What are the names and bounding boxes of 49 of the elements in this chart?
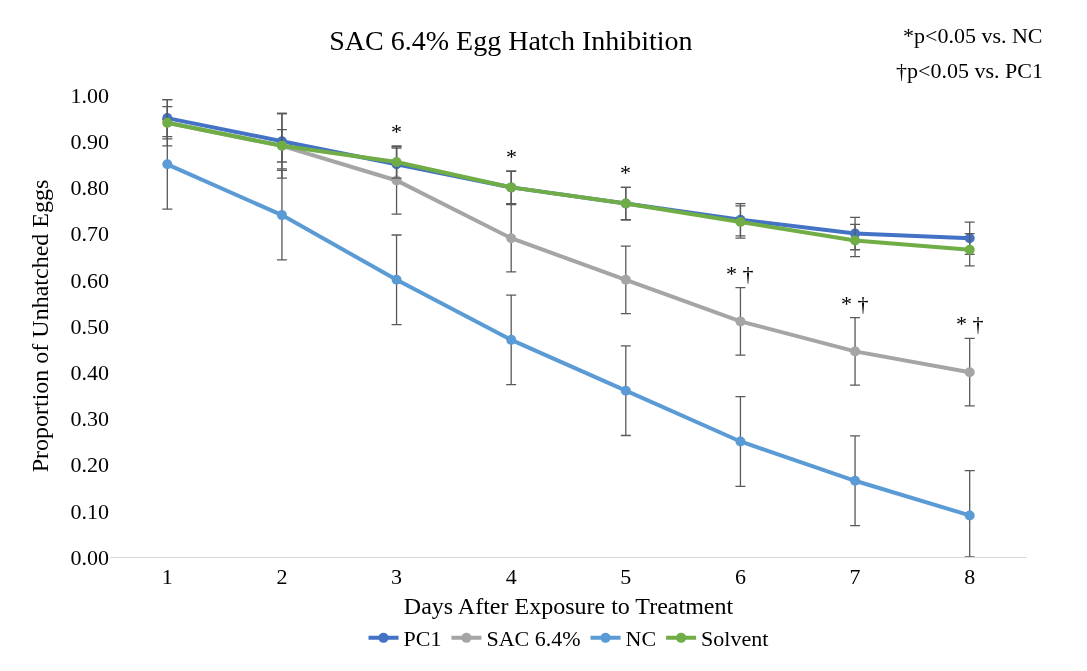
point [506,334,517,345]
y-tick-label: 0.50 [70,313,109,339]
x-tick-label: 6 [734,564,746,590]
y-tick-label: 0.00 [70,544,109,570]
point [276,210,287,221]
point [391,274,402,285]
x-tick-label: 5 [620,564,632,590]
y-tick-label: 0.30 [70,406,109,432]
y-tick-label: 0.40 [70,359,109,385]
annotation: * † [956,311,984,336]
x-tick-label: 8 [964,564,976,590]
point [850,475,861,486]
point [620,274,631,285]
point [964,244,975,255]
point [850,346,861,357]
y-tick-label: 0.20 [70,452,109,478]
y-tick-label: 0.90 [70,128,109,154]
y-axis-title: Proportion of Unhatched Eggs [26,179,53,473]
point [850,235,861,246]
x-tick-label: 1 [161,564,173,590]
point [964,510,975,521]
y-tick-label: 1.00 [70,82,109,108]
text: †p<0.05 vs. PC1 [896,58,1043,83]
y-tick-label: 0.70 [70,221,109,247]
point [964,367,975,378]
annotation: * [391,119,402,144]
legend-label: PC1 [403,626,442,652]
y-tick-label: 0.10 [70,498,109,524]
legend-label: NC [625,626,657,652]
annotation: * † [726,261,754,286]
y-tick-label: 0.60 [70,267,109,293]
chart-title: SAC 6.4% Egg Hatch Inhibition [329,24,693,56]
x-axis-title: Days After Exposure to Treatment [403,592,734,619]
annotation: * [506,144,517,169]
point [506,233,517,244]
legend-label: SAC 6.4% [486,626,581,652]
annotation: * † [841,291,869,316]
y-tick-label: 0.80 [70,175,109,201]
point [620,385,631,396]
x-tick-label: 4 [505,564,517,590]
x-tick-label: 7 [849,564,861,590]
annotation: * [620,160,631,185]
text: *p<0.05 vs. NC [903,23,1043,48]
point [735,316,746,327]
point [735,436,746,447]
point [162,159,173,170]
legend-label: Solvent [701,626,769,652]
x-tick-label: 3 [391,564,403,590]
x-tick-label: 2 [276,564,288,590]
